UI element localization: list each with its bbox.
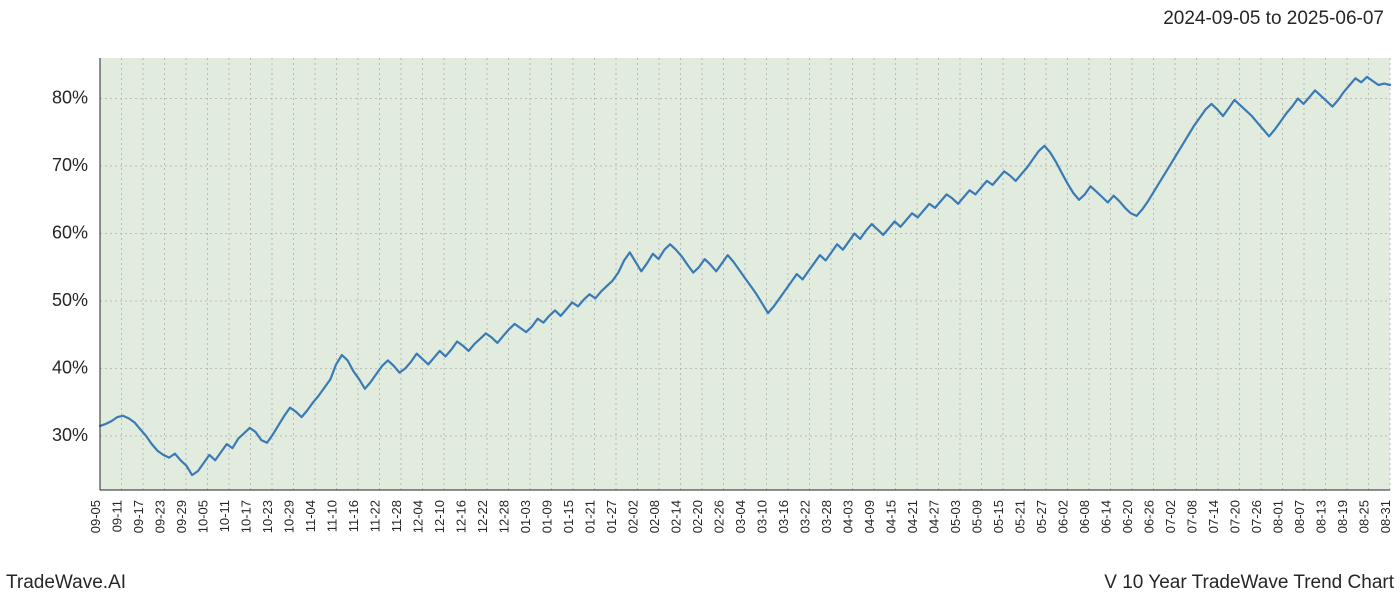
x-tick-label: 12-10 bbox=[432, 500, 447, 533]
x-tick-label: 03-16 bbox=[776, 500, 791, 533]
x-tick-label: 09-23 bbox=[153, 500, 168, 533]
y-tick-label: 70% bbox=[52, 155, 88, 175]
x-tick-label: 02-14 bbox=[669, 500, 684, 533]
x-tick-label: 07-08 bbox=[1185, 500, 1200, 533]
date-range-label: 2024-09-05 to 2025-06-07 bbox=[1163, 8, 1384, 30]
x-tick-label: 11-04 bbox=[303, 500, 318, 532]
x-tick-label: 06-20 bbox=[1120, 500, 1135, 533]
x-tick-label: 05-09 bbox=[970, 500, 985, 533]
x-tick-label: 08-19 bbox=[1335, 500, 1350, 533]
y-tick-label: 80% bbox=[52, 87, 88, 107]
x-tick-label: 08-25 bbox=[1357, 500, 1372, 533]
x-tick-label: 07-26 bbox=[1249, 500, 1264, 533]
x-tick-label: 09-05 bbox=[88, 500, 103, 533]
x-tick-label: 10-17 bbox=[239, 500, 254, 533]
x-tick-label: 06-02 bbox=[1056, 500, 1071, 533]
x-tick-label: 03-10 bbox=[755, 500, 770, 533]
x-tick-label: 05-15 bbox=[991, 500, 1006, 533]
x-tick-label: 03-28 bbox=[819, 500, 834, 533]
x-tick-label: 08-01 bbox=[1271, 500, 1286, 533]
x-tick-label: 04-03 bbox=[841, 500, 856, 533]
x-tick-label: 08-31 bbox=[1378, 500, 1393, 533]
x-tick-label: 05-27 bbox=[1034, 500, 1049, 533]
x-tick-label: 07-20 bbox=[1228, 500, 1243, 533]
x-tick-label: 11-10 bbox=[325, 500, 340, 532]
x-tick-label: 06-08 bbox=[1077, 500, 1092, 533]
x-tick-label: 01-27 bbox=[604, 500, 619, 533]
x-tick-label: 02-08 bbox=[647, 500, 662, 533]
x-tick-label: 04-09 bbox=[862, 500, 877, 533]
x-tick-label: 08-07 bbox=[1292, 500, 1307, 533]
x-tick-label: 01-21 bbox=[583, 500, 598, 533]
x-tick-label: 01-09 bbox=[540, 500, 555, 533]
x-tick-label: 03-04 bbox=[733, 500, 748, 533]
x-tick-label: 12-16 bbox=[454, 500, 469, 533]
x-tick-label: 05-21 bbox=[1013, 500, 1028, 533]
x-tick-label: 02-20 bbox=[690, 500, 705, 533]
x-tick-label: 12-04 bbox=[411, 500, 426, 533]
x-tick-label: 01-15 bbox=[561, 500, 576, 533]
x-tick-label: 07-14 bbox=[1206, 500, 1221, 533]
x-tick-label: 12-28 bbox=[497, 500, 512, 533]
y-tick-label: 50% bbox=[52, 290, 88, 310]
x-tick-label: 04-27 bbox=[927, 500, 942, 533]
x-tick-label: 05-03 bbox=[948, 500, 963, 533]
x-tick-label: 10-11 bbox=[217, 500, 232, 532]
y-tick-label: 30% bbox=[52, 425, 88, 445]
x-tick-label: 07-02 bbox=[1163, 500, 1178, 533]
y-tick-label: 40% bbox=[52, 357, 88, 377]
x-tick-label: 10-23 bbox=[260, 500, 275, 533]
x-tick-label: 12-22 bbox=[475, 500, 490, 533]
x-tick-label: 08-13 bbox=[1314, 500, 1329, 533]
x-tick-label: 04-15 bbox=[884, 500, 899, 533]
x-tick-label: 09-17 bbox=[131, 500, 146, 533]
x-tick-label: 06-14 bbox=[1099, 500, 1114, 533]
chart-container: 2024-09-05 to 2025-06-07 30% 40% 50% 60% 70%… bbox=[0, 0, 1400, 600]
x-tick-label: 09-11 bbox=[110, 500, 125, 532]
x-tick-label: 06-26 bbox=[1142, 500, 1157, 533]
x-tick-label: 01-03 bbox=[518, 500, 533, 533]
footer-title: V 10 Year TradeWave Trend Chart bbox=[1104, 572, 1394, 594]
x-tick-label: 09-29 bbox=[174, 500, 189, 533]
x-tick-label: 02-02 bbox=[626, 500, 641, 533]
trend-chart: 30% 40% 50% 60% 70% 80% 09-05 09-11 09-17 09-23 09… bbox=[0, 0, 1400, 600]
x-tick-label: 10-05 bbox=[196, 500, 211, 533]
footer-brand: TradeWave.AI bbox=[6, 572, 126, 594]
y-tick-label: 60% bbox=[52, 222, 88, 242]
x-tick-label: 04-21 bbox=[905, 500, 920, 533]
x-tick-label: 11-28 bbox=[389, 500, 404, 532]
x-tick-label: 03-22 bbox=[798, 500, 813, 533]
x-tick-label: 11-22 bbox=[368, 500, 383, 532]
x-tick-label: 11-16 bbox=[346, 500, 361, 532]
x-tick-label: 02-26 bbox=[712, 500, 727, 533]
x-tick-label: 10-29 bbox=[282, 500, 297, 533]
